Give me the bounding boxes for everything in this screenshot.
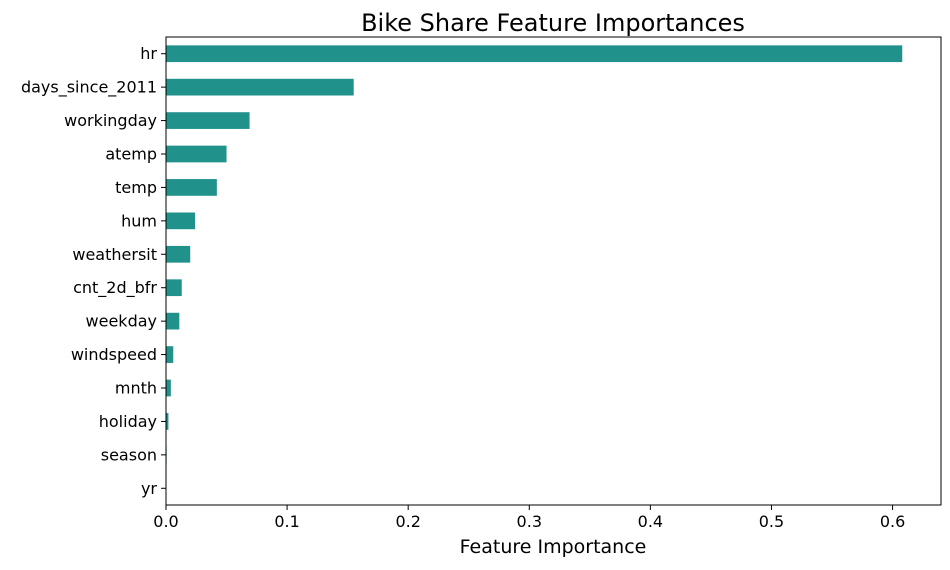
bar-windspeed [166,346,173,363]
y-tick-label: mnth [115,379,157,398]
y-tick-label: hr [140,44,157,63]
bar-workingday [166,112,250,129]
y-tick-label: yr [141,479,157,498]
x-tick-label: 0.6 [880,512,905,531]
bar-cnt-2d-bfr [166,279,182,296]
bar-weekday [166,313,179,330]
y-tick-label: workingday [64,111,157,130]
x-tick-label: 0.4 [638,512,663,531]
y-tick-label: season [101,445,157,464]
bar-mnth [166,380,171,397]
x-tick-label: 0.1 [274,512,299,531]
x-tick-label: 0.2 [395,512,420,531]
plot-frame [166,37,941,505]
bar-weathersit [166,246,190,263]
y-tick-label: weathersit [72,245,157,264]
y-tick-label: hum [121,211,157,230]
y-tick-label: windspeed [71,345,157,364]
y-tick-label: atemp [105,145,157,164]
y-tick-label: temp [115,178,157,197]
bar-atemp [166,146,227,163]
bar-hr [166,45,902,62]
axes-layer: hr days_since_2011 workingday atemp temp hum w… [21,37,941,531]
y-tick-label: cnt_2d_bfr [73,278,157,298]
bar-hum [166,213,195,230]
y-tick-label: weekday [86,312,157,331]
x-tick-label: 0.0 [153,512,178,531]
bar-days-since-2011 [166,79,354,96]
x-tick-label: 0.3 [517,512,542,531]
x-axis-label: Feature Importance [460,536,647,558]
x-tick-label: 0.5 [759,512,784,531]
chart-title: Bike Share Feature Importances [361,9,745,37]
bar-temp [166,179,217,196]
bars-layer [166,45,902,496]
y-tick-label: holiday [99,412,157,431]
y-tick-label: days_since_2011 [21,78,157,98]
